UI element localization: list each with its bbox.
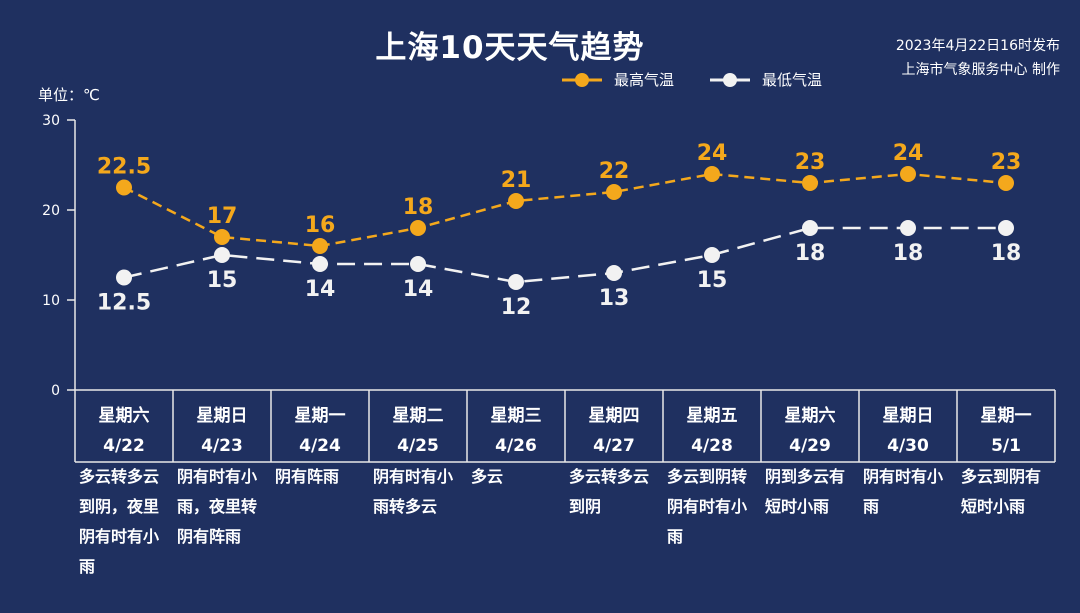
- min-temp-label: 18: [991, 241, 1022, 266]
- date-label: 4/25: [397, 436, 439, 456]
- chart-title: 上海10天天气趋势: [375, 30, 645, 66]
- weather-description: 多云到阴有短时小雨: [961, 467, 1042, 516]
- weekday-label: 星期六: [785, 405, 836, 426]
- weekday-label: 星期一: [295, 406, 346, 426]
- weather-description: 多云转多云到阴: [569, 467, 650, 516]
- max-temp-line: [123, 172, 1007, 248]
- weekday-label: 星期一: [981, 406, 1032, 426]
- min-temp-point: [606, 265, 622, 281]
- max-temp-label: 21: [501, 168, 532, 193]
- weather-description: 阴有阵雨: [275, 467, 340, 486]
- weekday-label: 星期日: [197, 406, 248, 426]
- date-label: 4/22: [103, 436, 145, 456]
- max-temp-point: [312, 238, 328, 254]
- min-temp-point: [900, 220, 916, 236]
- min-temp-label: 14: [305, 277, 336, 302]
- date-label: 4/28: [691, 436, 733, 456]
- y-tick-label: 10: [42, 293, 60, 309]
- max-temp-label: 24: [893, 141, 924, 166]
- legend-min: 最低气温: [708, 69, 822, 90]
- weekday-label: 星期四: [589, 406, 640, 426]
- legend-max: 最高气温: [560, 69, 674, 90]
- issue-info: 2023年4月22日16时发布 上海市气象服务中心 制作: [896, 34, 1060, 82]
- min-temp-point: [116, 269, 132, 286]
- weather-description: 多云: [471, 467, 504, 486]
- weekday-label: 星期五: [687, 406, 738, 426]
- max-temp-label: 23: [991, 150, 1022, 175]
- max-temp-point: [998, 175, 1014, 191]
- date-label: 4/24: [299, 436, 341, 456]
- max-temp-point: [704, 166, 720, 182]
- max-temp-point: [606, 184, 622, 200]
- max-temp-label: 18: [403, 195, 434, 220]
- issue-time: 2023年4月22日16时发布: [895, 38, 1060, 54]
- min-temp-label: 15: [207, 268, 238, 293]
- min-temp-label: 18: [893, 241, 924, 266]
- weather-description: 多云到阴转阴有时有小雨: [667, 467, 748, 546]
- min-temp-point: [312, 256, 328, 272]
- min-temp-label: 18: [795, 241, 826, 266]
- date-label: 4/29: [789, 436, 831, 456]
- legend-min-label: 最低气温: [762, 71, 823, 89]
- weekday-label: 星期二: [393, 406, 444, 426]
- max-temp-point: [116, 179, 132, 196]
- min-temp-point: [410, 256, 426, 272]
- y-tick-label: 20: [42, 203, 60, 219]
- min-temp-label: 12: [501, 295, 532, 320]
- date-label: 4/23: [201, 436, 243, 456]
- weekday-label: 星期三: [491, 406, 542, 426]
- min-temp-label: 14: [403, 277, 434, 302]
- issuer: 上海市气象服务中心 制作: [901, 62, 1060, 78]
- min-temp-point: [998, 220, 1014, 236]
- max-temp-label: 24: [697, 141, 728, 166]
- min-temp-label: 12.5: [97, 291, 151, 316]
- max-temp-point: [410, 220, 426, 236]
- date-label: 5/1: [991, 436, 1021, 456]
- min-temp-label: 15: [697, 268, 728, 293]
- date-label: 4/26: [495, 436, 537, 456]
- weather-description: 阴有时有小雨转多云: [373, 467, 454, 516]
- max-temp-point: [900, 166, 916, 182]
- weather-description: 多云转多云到阴，夜里阴有时有小雨: [79, 467, 160, 576]
- y-tick-label: 30: [42, 113, 60, 129]
- max-temp-label: 16: [305, 213, 336, 238]
- min-temp-line: [123, 226, 1006, 284]
- max-temp-label: 22.5: [97, 155, 151, 180]
- y-tick-label: 0: [51, 383, 60, 399]
- min-temp-point: [508, 274, 524, 290]
- min-temp-point: [704, 247, 720, 263]
- weather-description: 阴有时有小雨，夜里转阴有阵雨: [177, 467, 258, 546]
- min-temp-label: 13: [599, 286, 630, 311]
- legend-max-label: 最高气温: [614, 71, 675, 89]
- weekday-label: 星期六: [99, 405, 150, 426]
- max-temp-point: [802, 175, 818, 191]
- weather-description: 阴到多云有短时小雨: [765, 467, 846, 516]
- date-label: 4/27: [593, 436, 635, 456]
- max-temp-label: 17: [207, 204, 238, 229]
- max-temp-label: 23: [795, 150, 826, 175]
- weather-description: 阴有时有小雨: [863, 467, 944, 516]
- min-temp-point: [802, 220, 818, 236]
- date-label: 4/30: [887, 436, 929, 456]
- weekday-label: 星期日: [883, 406, 934, 426]
- max-temp-point: [214, 229, 230, 245]
- unit-label: 单位：℃: [38, 86, 100, 104]
- legend-min-marker: [710, 72, 750, 87]
- max-temp-label: 22: [599, 159, 630, 184]
- min-temp-point: [214, 247, 230, 263]
- legend-max-marker: [562, 72, 602, 87]
- max-temp-point: [508, 193, 524, 209]
